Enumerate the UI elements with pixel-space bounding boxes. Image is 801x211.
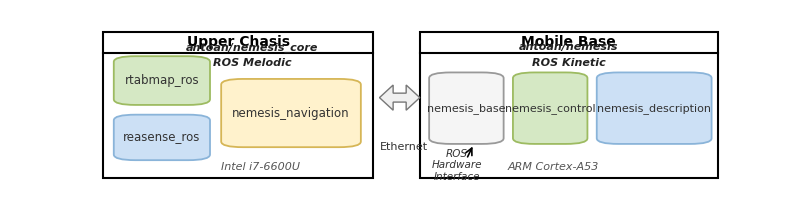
Text: nemesis_description: nemesis_description <box>598 103 711 114</box>
Text: ROS
Hardware
Interface: ROS Hardware Interface <box>432 149 482 182</box>
Text: ARM Cortex-A53: ARM Cortex-A53 <box>508 162 599 172</box>
Text: Intel i7-6600U: Intel i7-6600U <box>221 162 300 172</box>
Bar <box>420 32 718 178</box>
Text: antoan/nemesis_core: antoan/nemesis_core <box>186 42 319 53</box>
Text: reasense_ros: reasense_ros <box>123 131 200 144</box>
Text: Upper Chasis: Upper Chasis <box>187 35 290 49</box>
FancyBboxPatch shape <box>597 72 711 144</box>
FancyBboxPatch shape <box>429 72 504 144</box>
FancyBboxPatch shape <box>513 72 587 144</box>
Text: nemesis_navigation: nemesis_navigation <box>232 107 350 120</box>
Text: rtabmap_ros: rtabmap_ros <box>125 74 199 87</box>
FancyBboxPatch shape <box>114 56 210 105</box>
Text: nemesis_base: nemesis_base <box>427 103 505 114</box>
Text: Mobile Base: Mobile Base <box>521 35 616 49</box>
FancyBboxPatch shape <box>221 79 360 147</box>
Text: nemesis_control: nemesis_control <box>505 103 595 114</box>
Bar <box>103 32 373 178</box>
Text: ROS Melodic: ROS Melodic <box>213 58 292 68</box>
FancyBboxPatch shape <box>114 115 210 160</box>
Polygon shape <box>380 85 420 110</box>
Text: Ethernet: Ethernet <box>380 142 429 152</box>
Text: antoan/nemesis: antoan/nemesis <box>519 42 618 52</box>
Text: ROS Kinetic: ROS Kinetic <box>532 58 606 68</box>
